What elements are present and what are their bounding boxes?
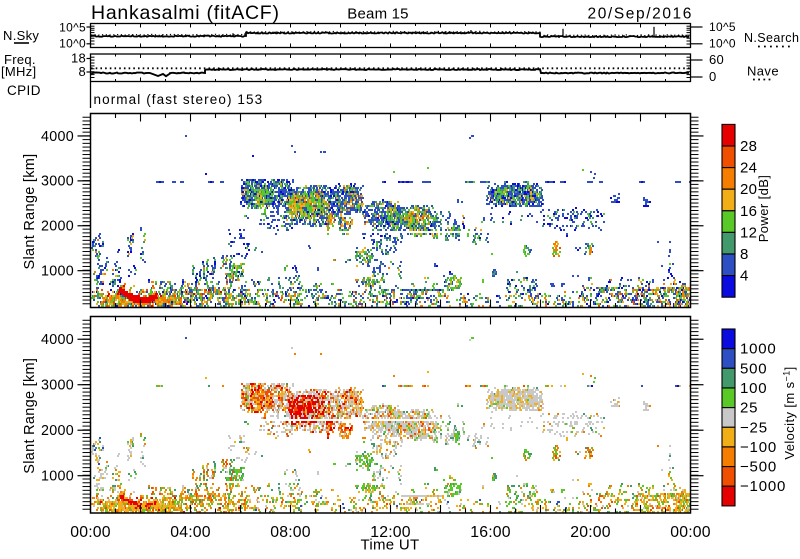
svg-text:2000: 2000 (41, 219, 74, 235)
svg-text:4000: 4000 (41, 332, 74, 348)
svg-text:28: 28 (740, 138, 757, 155)
svg-text:10^0: 10^0 (709, 37, 736, 51)
svg-text:10^0: 10^0 (59, 37, 86, 51)
svg-text:0: 0 (709, 69, 717, 84)
svg-text:2000: 2000 (41, 423, 74, 439)
svg-text:Freq.: Freq. (4, 52, 36, 67)
svg-text:N.Sky: N.Sky (3, 28, 39, 43)
svg-text:8: 8 (78, 64, 86, 79)
svg-text:−500: −500 (740, 459, 777, 476)
svg-text:normal (fast stereo) 153: normal (fast stereo) 153 (94, 92, 264, 107)
svg-text:10^5: 10^5 (59, 21, 86, 35)
svg-text:3000: 3000 (41, 174, 74, 190)
svg-text:−100: −100 (740, 439, 777, 456)
svg-text:−1000: −1000 (740, 478, 786, 495)
svg-text:16:00: 16:00 (470, 524, 511, 541)
svg-text:Velocity [m s−1]: Velocity [m s−1] (782, 366, 798, 459)
svg-text:500: 500 (740, 360, 767, 377)
svg-text:Nave: Nave (747, 64, 779, 79)
svg-text:CPID: CPID (7, 83, 41, 98)
svg-text:20: 20 (740, 181, 757, 198)
svg-text:24: 24 (740, 160, 757, 177)
svg-text:20:00: 20:00 (570, 524, 611, 541)
svg-text:00:00: 00:00 (670, 524, 711, 541)
svg-text:00:00: 00:00 (70, 524, 111, 541)
svg-text:1000: 1000 (41, 469, 74, 485)
svg-text:4: 4 (740, 268, 749, 285)
svg-text:−25: −25 (740, 419, 768, 436)
svg-text:Time UT: Time UT (360, 537, 419, 554)
svg-text:N.Search: N.Search (744, 31, 799, 45)
svg-text:4000: 4000 (41, 129, 74, 145)
svg-text:60: 60 (709, 52, 724, 67)
svg-text:08:00: 08:00 (270, 524, 311, 541)
svg-text:12:00: 12:00 (370, 524, 411, 541)
svg-text:12: 12 (740, 224, 757, 241)
svg-text:Hankasalmi (fitACF): Hankasalmi (fitACF) (91, 2, 280, 24)
svg-text:Slant Range [km]: Slant Range [km] (22, 153, 38, 269)
svg-text:Slant Range [km]: Slant Range [km] (22, 358, 38, 474)
svg-text:10^5: 10^5 (709, 20, 736, 34)
svg-text:8: 8 (740, 246, 749, 263)
svg-text:Power [dB]: Power [dB] (756, 175, 771, 243)
svg-text:100: 100 (740, 380, 767, 397)
svg-text:16: 16 (740, 203, 757, 220)
svg-text:Beam 15: Beam 15 (347, 6, 408, 23)
svg-text:04:00: 04:00 (170, 524, 211, 541)
svg-text:[MHz]: [MHz] (1, 64, 36, 79)
svg-text:18: 18 (71, 51, 86, 66)
svg-text:20/Sep/2016: 20/Sep/2016 (587, 6, 693, 23)
svg-text:3000: 3000 (41, 378, 74, 394)
svg-text:25: 25 (740, 400, 758, 417)
svg-text:1000: 1000 (41, 263, 74, 279)
svg-text:1000: 1000 (740, 341, 777, 358)
